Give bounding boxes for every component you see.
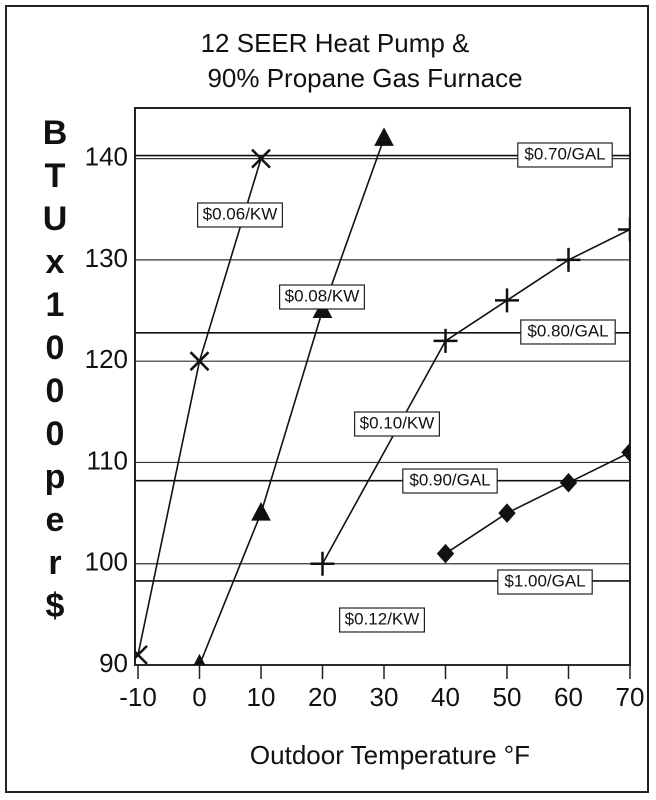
x-tick-label: -10 [119, 682, 157, 712]
line-label: $0.06/KW [203, 204, 278, 223]
marker [559, 472, 578, 493]
marker [436, 543, 455, 564]
line-label: $0.80/GAL [527, 321, 608, 340]
label-box [279, 284, 366, 310]
marker [251, 148, 271, 169]
x-axis-label: Outdoor Temperature °F [250, 740, 530, 770]
line-label: $0.70/GAL [524, 144, 605, 163]
line-label: $0.08/KW [285, 286, 360, 305]
frame [5, 5, 649, 793]
plot [135, 127, 630, 665]
line-label: $0.90/GAL [409, 470, 490, 489]
line-label: $0.12/KW [345, 609, 420, 628]
marker [495, 288, 519, 313]
label-box [517, 142, 613, 168]
label-box [339, 607, 426, 633]
y-tick-label: 110 [87, 445, 128, 475]
line-label: $1.00/GAL [504, 571, 585, 590]
x-tick-label: 70 [616, 682, 645, 712]
x-tick-label: 50 [493, 682, 522, 712]
line-label: $0.10/KW [360, 413, 435, 432]
x-tick-label: 20 [308, 682, 337, 712]
label-box [497, 569, 593, 595]
marker [310, 551, 335, 576]
marker [374, 127, 394, 146]
label-box [520, 319, 616, 345]
marker [618, 217, 630, 242]
x-tick-label: 10 [247, 682, 276, 712]
marker [189, 351, 210, 372]
marker [433, 328, 458, 353]
chart-title: 90% Propane Gas Furnace [207, 63, 522, 93]
label-box [402, 468, 498, 494]
label-box [354, 411, 441, 437]
y-tick-label: 120 [85, 344, 128, 374]
marker [498, 503, 516, 523]
y-tick-label: 100 [85, 547, 128, 577]
marker [621, 442, 630, 463]
series-line [321, 228, 630, 565]
chart-title: 12 SEER Heat Pump & [201, 28, 470, 58]
series-line [198, 138, 385, 665]
marker [556, 247, 581, 272]
series-line [445, 451, 630, 555]
x-tick-label: 0 [192, 682, 206, 712]
y-tick-label: 140 [85, 142, 128, 172]
marker [251, 502, 271, 521]
x-tick-label: 60 [554, 682, 583, 712]
y-tick-label: 130 [85, 243, 128, 273]
x-tick-label: 40 [431, 682, 460, 712]
marker [193, 653, 206, 665]
y-tick-label: 90 [99, 648, 128, 678]
label-box [197, 202, 284, 228]
marker [135, 644, 148, 665]
x-tick-label: 30 [370, 682, 399, 712]
